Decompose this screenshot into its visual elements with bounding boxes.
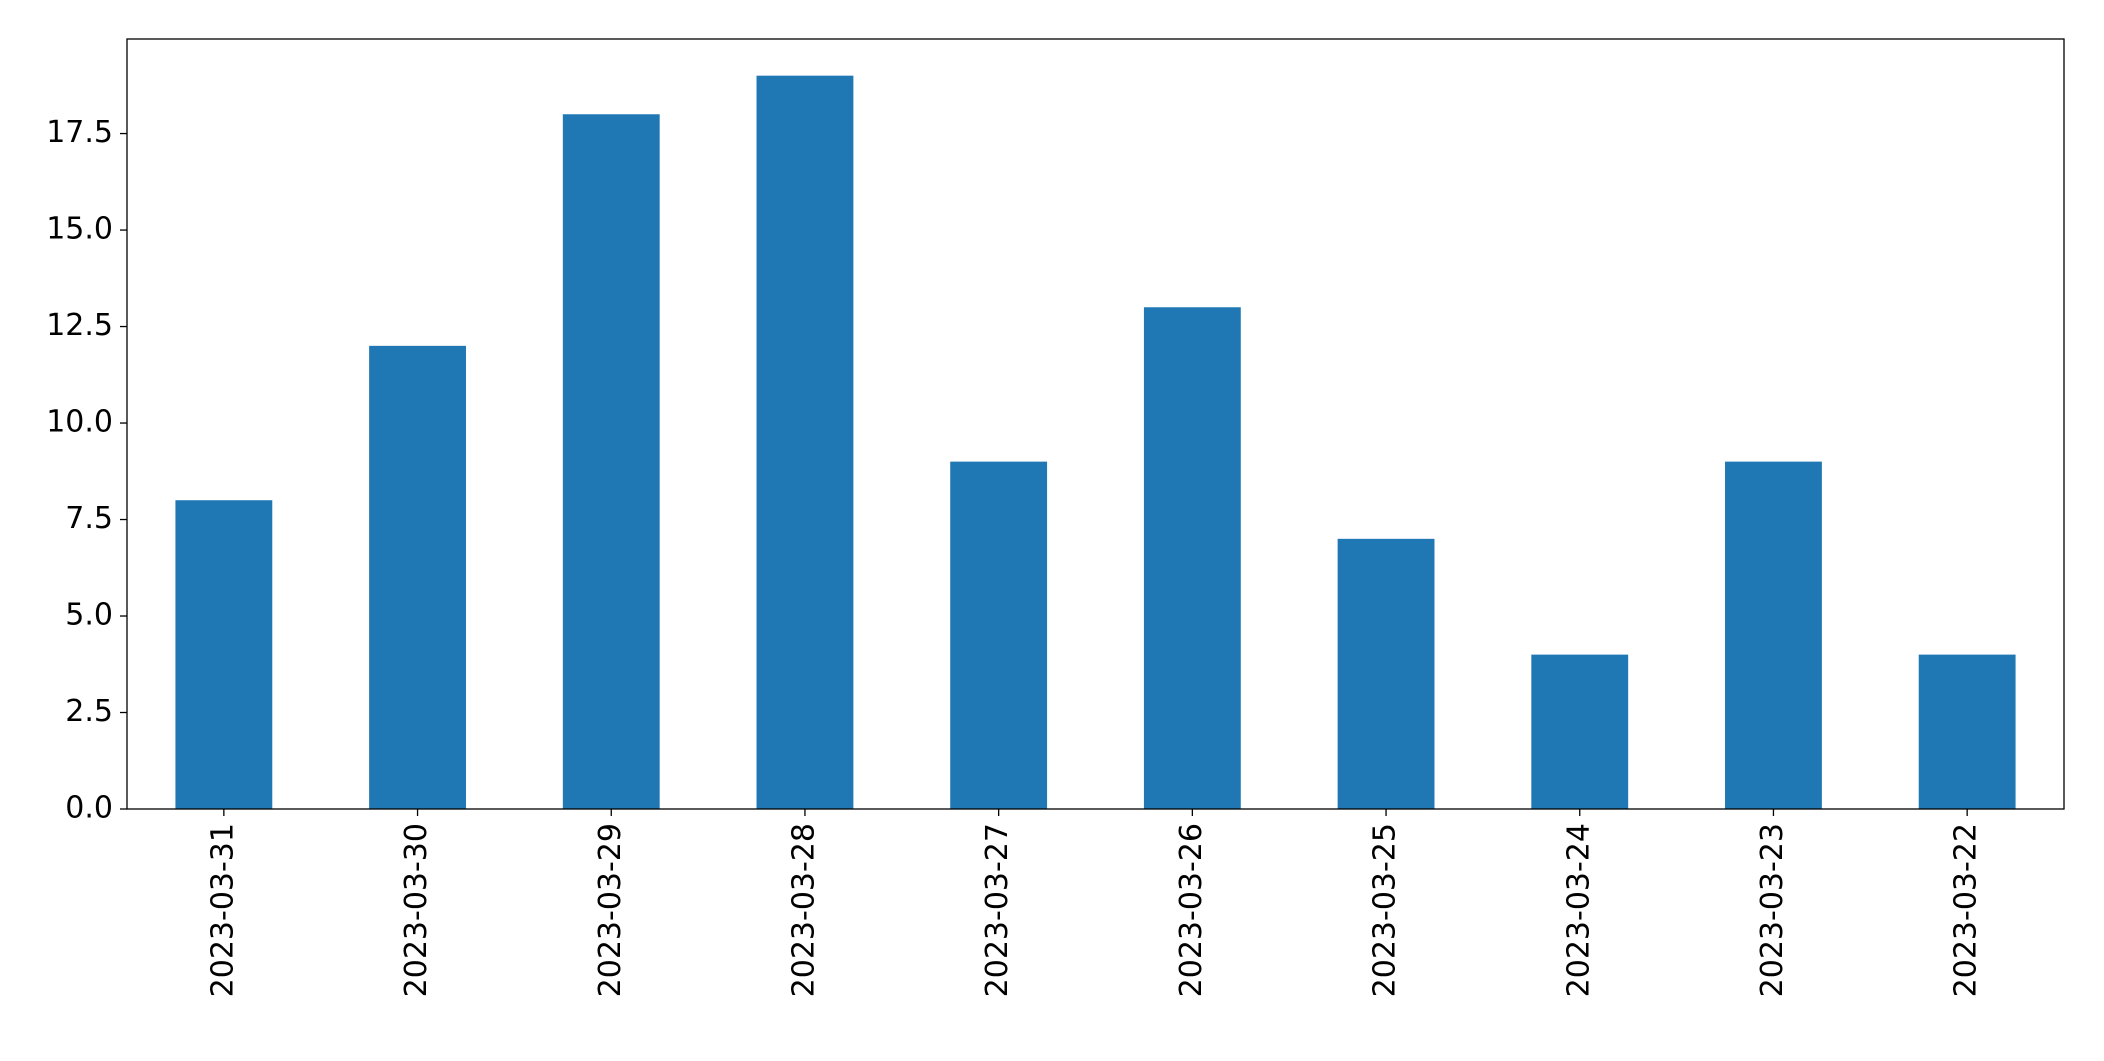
bar: [562, 114, 660, 809]
bar: [369, 345, 466, 809]
bar: [175, 500, 273, 809]
y-tick-label: 2.5: [65, 694, 113, 729]
y-tick-label: 7.5: [65, 501, 113, 536]
y-tick-label: 15.0: [46, 212, 113, 247]
y-tick-label: 0.0: [65, 791, 113, 826]
x-tick-label: 2023-03-22: [1949, 823, 1984, 997]
plot-frame: [126, 38, 2065, 810]
bar: [756, 75, 854, 809]
bar: [1531, 654, 1629, 809]
x-tick-label: 2023-03-27: [980, 823, 1015, 997]
x-tick-label: 2023-03-31: [205, 823, 240, 997]
bar: [1725, 461, 1822, 809]
bar: [1918, 654, 2016, 809]
y-tick-label: 12.5: [46, 308, 113, 343]
x-tick-label: 2023-03-23: [1755, 823, 1790, 997]
bar: [1337, 538, 1435, 809]
bar: [1143, 307, 1241, 809]
x-tick-label: 2023-03-26: [1174, 823, 1209, 997]
y-tick-label: 5.0: [65, 598, 113, 633]
x-tick-label: 2023-03-25: [1368, 823, 1403, 997]
y-tick-label: 17.5: [46, 115, 113, 150]
x-tick-label: 2023-03-30: [399, 823, 434, 997]
y-tick-label: 10.0: [46, 405, 113, 440]
bar: [950, 461, 1048, 809]
x-tick-label: 2023-03-28: [786, 823, 821, 997]
x-tick-label: 2023-03-29: [593, 823, 628, 997]
x-tick-label: 2023-03-24: [1561, 823, 1596, 997]
